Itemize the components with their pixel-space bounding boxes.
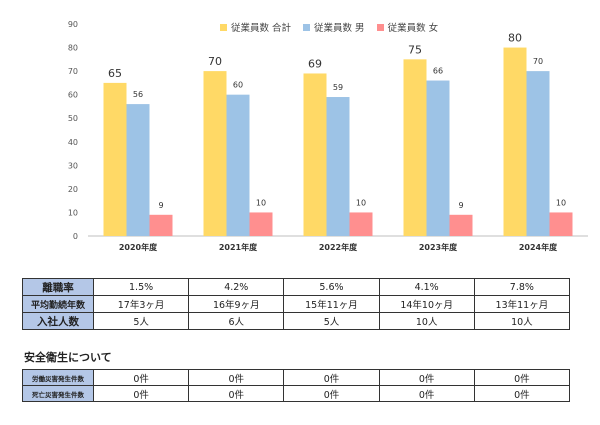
y-tick-label: 40 [68,138,78,147]
bar [449,214,473,236]
table-cell: 5人 [92,312,190,330]
bar [226,94,250,237]
bar [426,80,450,237]
data-label: 66 [433,67,443,76]
table-cell: 15年11ヶ月 [283,295,380,313]
y-tick-label: 70 [68,67,78,76]
bar [249,212,273,236]
table-row-average-tenure: 平均勤続年数 17年3ヶ月 16年9ヶ月 15年11ヶ月 14年10ヶ月 13年… [22,295,571,313]
table-cell: 6人 [188,312,285,330]
table-row-work-accidents: 労働災害発生件数 0件 0件 0件 0件 0件 [22,369,571,386]
row-header-fatal-accidents: 死亡災害発生件数 [22,385,94,402]
y-tick-label: 10 [68,208,78,217]
data-label: 70 [208,55,222,68]
bar [126,104,150,236]
bar [203,71,227,236]
data-label: 69 [308,57,322,70]
bar [503,47,527,236]
table-cell: 0件 [188,385,285,402]
bar [403,59,427,237]
chart-legend: 従業員数 合計 従業員数 男 従業員数 女 [220,20,438,34]
table-cell: 0件 [188,369,285,386]
legend-item-male: 従業員数 男 [303,20,365,34]
y-tick-label: 20 [68,185,78,194]
legend-swatch-female [376,23,384,31]
table-row-fatal-accidents: 死亡災害発生件数 0件 0件 0件 0件 0件 [22,385,571,402]
table-cell: 4.1% [378,278,475,296]
table-cell: 0件 [283,385,380,402]
table-row-turnover-rate: 離職率 1.5% 4.2% 5.6% 4.1% 7.8% [22,278,571,296]
safety-section-title: 安全衛生について [24,351,112,364]
y-tick-label: 90 [68,20,78,29]
x-tick-label: 2020年度 [119,242,158,252]
table-cell: 0件 [473,385,571,402]
legend-label-total: 従業員数 合計 [231,23,292,34]
legend-item-female: 従業員数 女 [376,20,439,34]
table-cell: 0件 [92,385,190,402]
bar [549,212,573,236]
x-tick-label: 2022年度 [319,242,358,252]
data-label: 10 [356,198,366,207]
y-tick-label: 50 [68,114,78,123]
legend-swatch-total [220,23,227,31]
table-cell: 4.2% [188,278,285,296]
table-cell: 10人 [473,312,571,330]
bar [326,97,350,237]
x-tick-label: 2023年度 [419,242,458,252]
employee-bar-chart: 0 10 20 30 40 50 60 70 80 90 65 56 9 2020年度 70 60 10 2021… [68,20,588,252]
table-cell: 1.5% [92,278,190,296]
safety-table: 労働災害発生件数 0件 0件 0件 0件 0件 死亡災害発生件数 0件 0件 0… [22,369,571,402]
table-cell: 7.8% [473,278,571,296]
table-cell: 17年3ヶ月 [92,295,190,313]
bar [103,82,127,236]
legend-label-male: 従業員数 男 [314,23,365,34]
data-label: 10 [556,198,566,207]
data-label: 9 [458,201,463,210]
table-row-new-hires: 入社人数 5人 6人 5人 10人 10人 [22,312,571,330]
y-tick-label: 0 [73,232,78,241]
data-label: 80 [508,32,522,45]
x-tick-label: 2021年度 [219,242,258,252]
table-cell: 16年9ヶ月 [188,295,285,313]
bar [149,214,173,236]
table-cell: 0件 [92,369,190,386]
row-header-new-hires: 入社人数 [22,312,94,330]
legend-label-female: 従業員数 女 [387,23,439,34]
data-label: 60 [233,81,243,90]
data-label: 56 [133,90,143,99]
table-cell: 14年10ヶ月 [378,295,475,313]
row-header-work-accidents: 労働災害発生件数 [22,369,94,386]
table-cell: 5人 [283,312,380,330]
data-label: 10 [256,198,266,207]
bar [303,73,327,236]
data-label: 75 [408,43,422,56]
bar [349,212,373,236]
table-cell: 0件 [378,385,475,402]
bar [526,71,550,236]
stats-table: 離職率 1.5% 4.2% 5.6% 4.1% 7.8% 平均勤続年数 17年3… [22,278,571,330]
y-tick-label: 80 [68,44,78,53]
row-header-turnover-rate: 離職率 [22,278,94,296]
data-label: 9 [158,201,163,210]
table-cell: 0件 [473,369,571,386]
data-label: 65 [108,67,122,80]
table-cell: 10人 [378,312,475,330]
row-header-average-tenure: 平均勤続年数 [22,295,94,313]
table-cell: 0件 [283,369,380,386]
data-label: 70 [533,57,543,66]
data-label: 59 [333,83,343,92]
legend-item-total: 従業員数 合計 [220,20,291,34]
x-tick-label: 2024年度 [519,242,558,252]
table-cell: 0件 [378,369,475,386]
table-cell: 13年11ヶ月 [473,295,571,313]
y-tick-label: 60 [68,91,78,100]
y-tick-label: 30 [68,161,78,170]
table-cell: 5.6% [283,278,380,296]
legend-swatch-male [303,23,311,31]
